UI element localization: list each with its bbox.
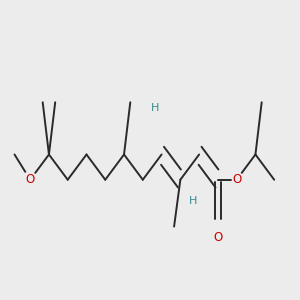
Text: O: O: [213, 231, 223, 244]
Text: O: O: [232, 173, 241, 186]
Text: H: H: [189, 196, 197, 206]
Text: H: H: [151, 103, 160, 113]
Text: O: O: [26, 173, 35, 186]
